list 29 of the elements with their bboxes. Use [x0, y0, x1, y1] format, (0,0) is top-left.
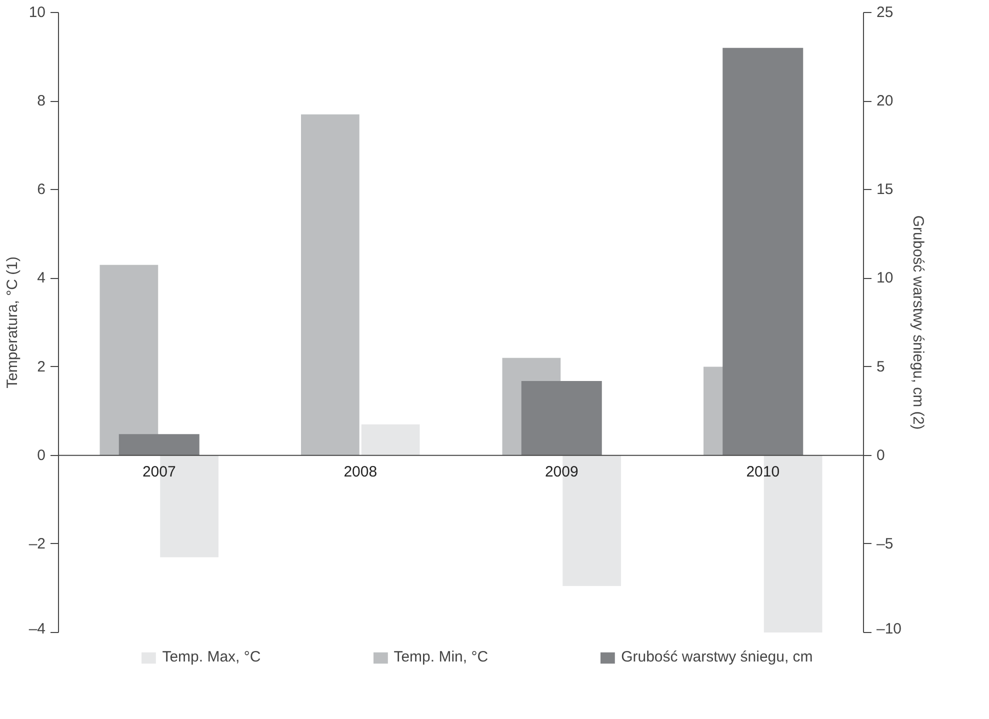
x-tick-label: 2007 [142, 463, 176, 480]
y-tick-label: 10 [28, 4, 46, 21]
y-tick-label: 0 [37, 446, 46, 464]
bar [301, 114, 360, 456]
legend-label: Temp. Max, °C [162, 648, 261, 666]
y-tick-label: –4 [28, 620, 46, 638]
y2-tick-label: 25 [876, 4, 894, 21]
legend-label: Grubość warstwy śniegu, cm [621, 648, 813, 666]
bar [361, 424, 420, 456]
y-tick-label: 8 [37, 92, 46, 110]
y2-tick-label: 20 [876, 92, 894, 110]
y2-tick-label: –10 [876, 620, 902, 638]
x-tick-label: 2009 [544, 463, 578, 480]
y2-tick-label: 0 [876, 446, 885, 464]
y2-tick-label: 15 [876, 181, 894, 198]
legend-label: Temp. Min, °C [394, 648, 488, 666]
x-tick-label: 2010 [746, 463, 780, 480]
y2-tick-label: –5 [876, 535, 894, 552]
x-tick-label: 2008 [344, 463, 378, 480]
y2-tick-label: 10 [876, 270, 894, 287]
y-tick-label: –2 [28, 535, 46, 552]
y-tick-label: 4 [37, 270, 46, 287]
bar [722, 48, 804, 456]
y-tick-label: 2 [37, 358, 46, 376]
y2-tick-label: 5 [876, 358, 885, 376]
y2-axis-title: Grubość warstwy śniegu, cm (2) [910, 215, 927, 430]
bar [118, 434, 200, 456]
y-tick-label: 6 [37, 181, 46, 198]
y-axis-title: Temperatura, °C (1) [4, 256, 21, 388]
